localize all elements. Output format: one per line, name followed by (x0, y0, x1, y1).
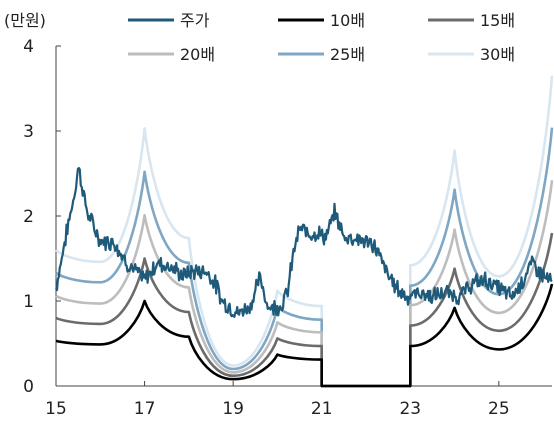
series-layer (55, 75, 554, 388)
series-line-10배 (55, 283, 554, 388)
y-tick-label: 0 (23, 377, 34, 397)
y-unit-label: (만원) (4, 11, 46, 30)
series-line-30배 (55, 75, 554, 388)
x-tick-label: 17 (134, 399, 156, 419)
x-tick-label: 23 (399, 399, 421, 419)
y-tick-label: 4 (23, 37, 34, 57)
series-line-20배 (55, 180, 554, 388)
series-line-주가 (55, 167, 553, 318)
x-tick-label: 15 (45, 399, 67, 419)
series-line-15배 (55, 232, 554, 388)
legend-label: 10배 (330, 11, 365, 30)
y-tick-label: 2 (23, 207, 34, 227)
legend-label: 주가 (180, 11, 210, 30)
y-tick-label: 3 (23, 122, 34, 142)
legend-label: 20배 (180, 45, 215, 64)
axes (55, 45, 552, 387)
series-line-25배 (55, 127, 554, 388)
legend: 주가 10배 15배 20배 25배 30배 (128, 11, 515, 64)
x-tick-label: 19 (222, 399, 244, 419)
x-tick-label: 21 (311, 399, 333, 419)
x-tick-label: 25 (488, 399, 510, 419)
y-tick-label: 1 (23, 292, 34, 312)
legend-label: 30배 (480, 45, 515, 64)
legend-label: 25배 (330, 45, 365, 64)
legend-label: 15배 (480, 11, 515, 30)
